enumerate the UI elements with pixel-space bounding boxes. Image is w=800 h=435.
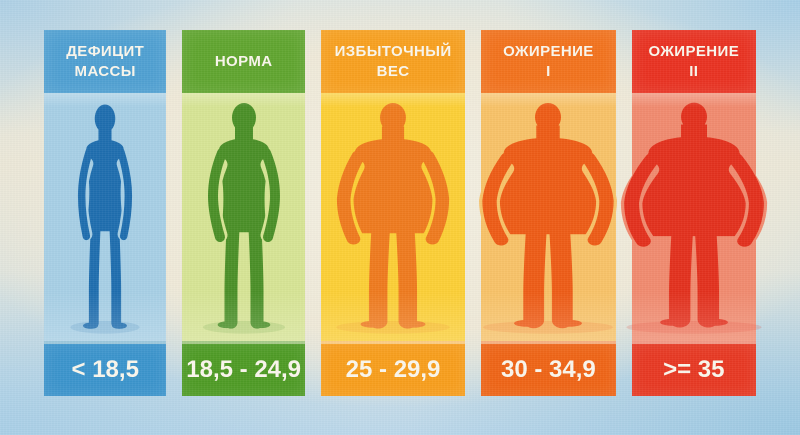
bmi-range-box: 18,5 - 24,9 bbox=[182, 341, 305, 396]
category-header: ОЖИРЕНИЕ I bbox=[481, 30, 616, 93]
overweight-body-silhouette-icon bbox=[333, 102, 453, 334]
obese-body-silhouette-icon bbox=[479, 102, 618, 334]
bmi-range-box: < 18,5 bbox=[44, 341, 167, 396]
category-column-normal: НОРМА 18,5 - 24,9 bbox=[182, 30, 306, 396]
category-header: ДЕФИЦИТ МАССЫ bbox=[44, 30, 167, 93]
figure-panel bbox=[320, 93, 466, 341]
bmi-range-text: 18,5 - 24,9 bbox=[186, 356, 302, 383]
bmi-columns: ДЕФИЦИТ МАССЫ < 18,5 bbox=[0, 30, 800, 396]
category-header: ОЖИРЕНИЕ II bbox=[631, 30, 756, 93]
category-column-obesity-1: ОЖИРЕНИЕ I 30 - 34,9 bbox=[479, 30, 618, 396]
category-header: НОРМА bbox=[182, 30, 305, 93]
figure-panel bbox=[479, 93, 618, 341]
bmi-range-text: < 18,5 bbox=[71, 356, 139, 383]
figure-panel bbox=[620, 93, 767, 341]
figure-panel bbox=[44, 93, 167, 341]
category-column-overweight: ИЗБЫТОЧНЫЙ ВЕС 25 - 29,9 bbox=[320, 30, 466, 396]
category-column-obesity-2: ОЖИРЕНИЕ II >= 35 bbox=[620, 30, 767, 396]
category-header: ИЗБЫТОЧНЫЙ ВЕС bbox=[320, 30, 466, 93]
figure-panel bbox=[182, 93, 306, 341]
bmi-range-text: 30 - 34,9 bbox=[501, 356, 596, 383]
normal-body-silhouette-icon bbox=[202, 102, 285, 334]
bmi-range-box: >= 35 bbox=[631, 341, 756, 396]
bmi-range-box: 25 - 29,9 bbox=[320, 341, 466, 396]
bmi-range-box: 30 - 34,9 bbox=[481, 341, 616, 396]
severely-obese-body-silhouette-icon bbox=[620, 102, 767, 334]
thin-body-silhouette-icon bbox=[70, 104, 140, 334]
bmi-range-text: 25 - 29,9 bbox=[345, 356, 441, 383]
bmi-range-text: >= 35 bbox=[663, 356, 725, 383]
category-column-underweight: ДЕФИЦИТ МАССЫ < 18,5 bbox=[44, 30, 167, 396]
